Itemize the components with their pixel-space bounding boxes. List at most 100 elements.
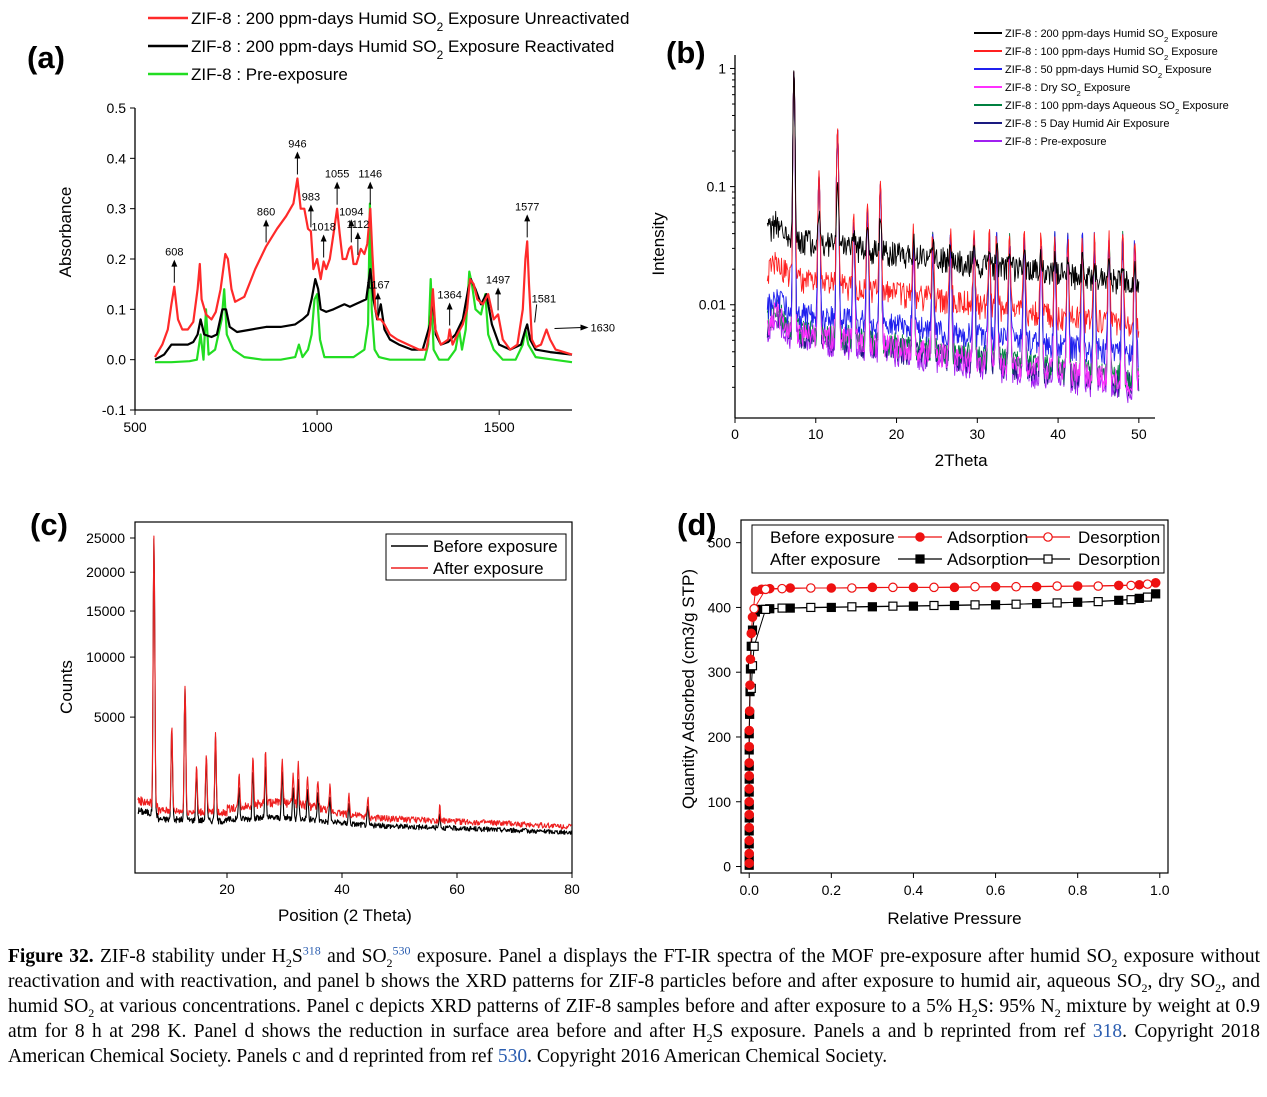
y-tick-label: 20000 [86,564,125,580]
legend-label: ZIF-8 : Pre-exposure [191,65,348,84]
x-axis-label: Position (2 Theta) [278,906,412,925]
data-point [744,706,755,716]
annotation-label: 1630 [591,322,615,334]
y-axis-label: Intensity [649,212,668,276]
y-tick-label: 0.01 [699,297,726,313]
legend-label: ZIF-8 : 50 ppm-days Humid SO2 Exposure [1005,64,1212,80]
panel-d-chart: 0 100 200 300 400 500 0.0 0.2 0.4 0.6 0.8 1.0 Relati… [679,519,1170,928]
caption-ref[interactable]: 318 [1092,1021,1123,1042]
annotation-arrow [534,304,538,323]
data-point [867,582,878,593]
data-point [990,581,1001,592]
series-line [766,70,1140,295]
caption-ref[interactable]: 530 [497,1046,528,1067]
y-tick-label: 0.3 [107,201,127,217]
arrow-head [294,151,301,159]
data-point [1134,593,1144,603]
x-tick-label: 0.2 [822,882,842,898]
data-point [1043,554,1053,564]
legend-label: ZIF-8 : 200 ppm-days Humid SO2 Exposure [1005,28,1218,44]
arrow-head [171,259,178,267]
data-point [949,600,960,611]
series-line [766,71,1140,338]
series-line [137,538,573,835]
data-point [745,680,755,690]
data-point [847,602,857,612]
data-point [915,532,925,542]
annotation-label: 1577 [515,201,539,213]
arrow-head [307,204,314,212]
arrow-head [348,219,355,227]
x-tick-label: 0.0 [739,882,759,898]
x-tick-label: 0.6 [986,882,1006,898]
y-tick-label: 0.4 [107,150,127,166]
data-point [744,796,755,807]
data-point [744,741,755,752]
data-point [746,628,757,639]
x-tick-label: 1500 [484,419,515,435]
data-point [1031,581,1042,592]
panel-label-c: (c) [30,507,68,542]
data-point [761,604,771,614]
annotation: 1364 [437,289,462,326]
panel-c-chart: 5000 10000 15000 20000 25000 20 40 60 80 Position… [57,521,580,925]
legend-box [751,524,1165,574]
y-tick-label: 0 [723,859,731,875]
y-axis-label: Quantity Adsorbed (cm3/g STP) [679,569,698,809]
legend-label: ZIF-8 : 200 ppm-days Humid SO2 Exposure … [191,9,629,34]
data-point [826,602,836,613]
panel-label-d: (d) [677,507,717,542]
x-tick-label: 20 [889,426,905,442]
data-point [990,600,1001,610]
legend-label: Desorption [1078,528,1160,547]
legend-label: ZIF-8 : 100 ppm-days Humid SO2 Exposure [1005,46,1218,62]
x-tick-label: 60 [449,881,465,897]
data-point [888,601,898,611]
x-tick-label: 0.8 [1068,882,1088,898]
data-point [1052,598,1062,608]
data-point [929,600,939,611]
data-point [1151,589,1161,599]
data-point [1032,598,1042,609]
data-point [1150,578,1161,588]
arrow-head [524,214,531,222]
series-line [154,177,573,358]
arrow-head [334,181,341,189]
y-tick-label: 500 [708,535,732,551]
x-tick-label: 80 [564,881,580,897]
plot-frame [740,519,1169,874]
y-tick-label: 0.2 [107,251,127,267]
data-point [760,584,771,595]
y-tick-label: 100 [708,794,732,810]
caption-ref[interactable]: 530 [392,943,411,958]
data-point [785,603,795,613]
x-axis-label: Relative Pressure [887,909,1021,928]
data-point [908,601,919,611]
x-tick-label: 500 [123,419,147,435]
annotation-label: 1364 [437,289,461,301]
arrow-head [367,181,374,189]
y-tick-label: 0.1 [107,301,127,317]
annotation-label: 1055 [325,169,349,181]
data-point [744,858,755,869]
x-tick-label: 50 [1131,426,1147,442]
annotation-label: 1581 [532,293,556,305]
data-point [744,771,755,781]
legend-label: ZIF-8 : 100 ppm-days Aqueous SO2 Exposur… [1005,100,1229,116]
caption-ref[interactable]: 318 [302,943,321,958]
data-point [1011,599,1021,609]
data-point [1093,597,1103,607]
data-point [908,582,919,593]
x-tick-label: 40 [334,881,350,897]
arrow-head [263,219,270,227]
arrow-head [374,292,381,300]
arrow-head [354,232,361,239]
data-point [777,603,787,613]
legend-label: Before exposure [433,537,558,556]
y-tick-label: 10000 [86,649,125,665]
series-line [137,535,572,830]
y-tick-label: 0.5 [107,100,127,116]
annotation-label: 1146 [358,169,382,181]
data-point [744,835,755,846]
